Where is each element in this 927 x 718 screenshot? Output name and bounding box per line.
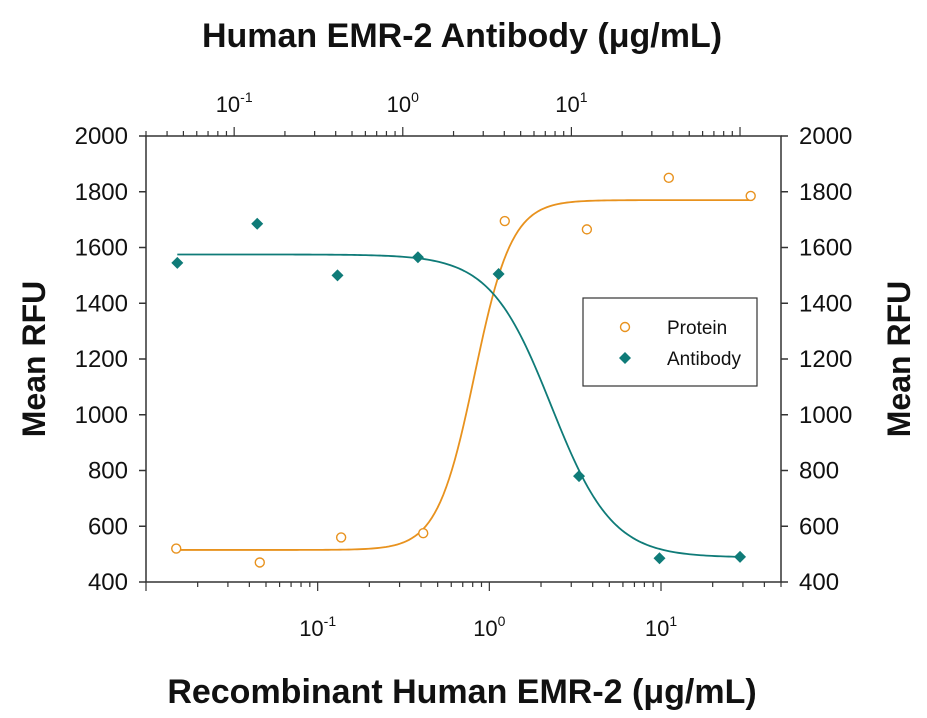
left-y-tick-label: 1200: [75, 346, 128, 373]
legend-box: [582, 297, 758, 387]
bottom-x-tick-label: 100: [473, 613, 505, 641]
protein-data-point: [581, 224, 593, 235]
legend-antibody-marker: [619, 352, 631, 364]
protein-data-point: [499, 215, 510, 227]
right-y-tick-label: 1400: [799, 290, 852, 317]
protein-data-point: [171, 543, 182, 554]
bottom-axis-title: Recombinant Human EMR-2 (μg/mL): [167, 673, 756, 711]
protein-data-point: [745, 190, 756, 202]
right-y-tick-label: 1200: [799, 346, 852, 373]
protein-data-point: [663, 172, 674, 184]
right-y-tick-label: 800: [799, 458, 839, 485]
protein-data-point: [335, 532, 347, 543]
left-y-tick-label: 1000: [75, 402, 128, 429]
left-y-tick-label: 800: [88, 458, 128, 485]
right-y-tick-label: 1000: [799, 402, 852, 429]
antibody-data-point: [573, 470, 586, 483]
left-y-tick-label: 1600: [75, 235, 128, 262]
right-y-tick-label: 1800: [799, 179, 852, 206]
legend-protein-marker: [619, 321, 631, 333]
protein-fit-curve: [176, 199, 751, 551]
protein-data-point: [418, 528, 429, 539]
bottom-x-tick-label: 10-1: [299, 613, 336, 641]
right-y-tick-label: 600: [799, 513, 839, 540]
left-y-tick-label: 400: [88, 569, 128, 596]
right-axis-title: Mean RFU: [881, 281, 917, 437]
left-y-tick-label: 600: [88, 513, 128, 540]
bottom-x-tick-label: 101: [645, 613, 677, 641]
right-y-tick-label: 400: [799, 569, 839, 596]
left-axis-title: Mean RFU: [16, 281, 52, 437]
top-x-tick-label: 101: [555, 89, 587, 117]
left-y-tick-label: 1400: [75, 290, 128, 317]
antibody-data-point: [251, 217, 264, 230]
antibody-data-point: [411, 251, 424, 264]
top-x-tick-label: 100: [387, 89, 419, 117]
right-y-tick-label: 1600: [799, 235, 852, 262]
antibody-fit-curve: [177, 253, 741, 558]
left-y-tick-label: 2000: [75, 123, 128, 150]
top-x-tick-label: 10-1: [216, 89, 253, 117]
top-axis-title: Human EMR-2 Antibody (μg/mL): [202, 17, 722, 55]
antibody-data-point: [171, 256, 184, 269]
antibody-data-point: [492, 267, 505, 280]
left-y-tick-label: 1800: [75, 179, 128, 206]
antibody-data-point: [331, 269, 344, 282]
antibody-data-point: [734, 550, 747, 563]
legend-antibody-label: Antibody: [667, 349, 741, 370]
legend-protein-label: Protein: [667, 318, 727, 339]
right-y-tick-label: 2000: [799, 123, 852, 150]
protein-data-point: [254, 557, 265, 568]
antibody-data-point: [653, 552, 666, 565]
